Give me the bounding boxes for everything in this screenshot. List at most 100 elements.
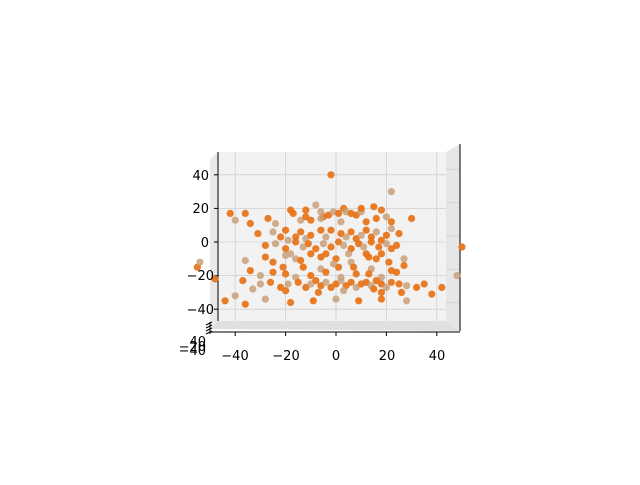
data-point: [239, 277, 247, 285]
data-point: [322, 278, 330, 286]
data-point: [337, 230, 345, 238]
scatter-points: [193, 171, 466, 308]
data-point: [362, 218, 370, 226]
data-point: [256, 280, 264, 288]
data-point: [387, 188, 395, 196]
data-point: [327, 171, 335, 179]
data-point: [334, 238, 343, 246]
data-point: [289, 209, 297, 217]
data-point: [246, 267, 254, 275]
floor-pane: [210, 321, 460, 331]
data-point: [277, 233, 285, 241]
y-tick-label: −20: [179, 340, 206, 355]
data-point: [403, 297, 411, 305]
data-point: [327, 243, 335, 251]
data-point: [337, 218, 345, 226]
data-point: [254, 230, 262, 238]
data-point: [322, 233, 330, 241]
data-point: [246, 219, 254, 228]
data-point: [458, 243, 466, 251]
data-point: [221, 297, 229, 305]
data-point: [284, 236, 292, 244]
data-point: [382, 240, 390, 248]
data-point: [345, 250, 353, 258]
data-point: [317, 226, 325, 234]
data-point: [408, 214, 416, 223]
data-point: [332, 295, 340, 303]
data-point: [377, 288, 385, 296]
data-point: [397, 288, 406, 296]
z-tick-label: 40: [192, 169, 209, 184]
x-tick-label: 40: [429, 349, 446, 364]
data-point: [395, 280, 403, 288]
data-point: [241, 256, 249, 265]
data-point: [357, 231, 365, 239]
data-point: [347, 228, 355, 236]
data-point: [196, 258, 204, 266]
grid-line-right: [445, 168, 461, 171]
data-point: [307, 231, 315, 239]
y-tick: [205, 327, 213, 332]
data-point: [377, 295, 385, 303]
data-point: [284, 280, 292, 288]
data-point: [365, 270, 373, 278]
data-point: [271, 219, 280, 228]
x-tick-label: −40: [221, 349, 248, 364]
data-point: [334, 209, 343, 217]
data-point: [264, 214, 272, 223]
data-point: [372, 214, 380, 223]
data-point: [392, 241, 401, 249]
data-point: [322, 268, 330, 276]
data-point: [357, 204, 365, 212]
data-point: [307, 216, 315, 224]
data-point: [282, 251, 290, 259]
x-tick-label: 0: [332, 349, 340, 364]
data-point: [297, 216, 305, 224]
data-point: [382, 213, 390, 221]
data-point: [382, 283, 390, 291]
data-point: [370, 203, 378, 211]
data-point: [302, 206, 310, 214]
data-point: [297, 228, 305, 236]
data-point: [269, 228, 277, 236]
data-point: [362, 278, 370, 286]
data-point: [387, 218, 395, 226]
data-point: [387, 225, 395, 233]
data-point: [261, 241, 269, 249]
ticks: [205, 174, 438, 336]
data-point: [317, 214, 325, 223]
data-point: [271, 240, 280, 248]
data-point: [294, 278, 302, 286]
data-point: [413, 283, 421, 291]
data-point: [340, 287, 348, 295]
y-tick: [205, 321, 213, 326]
data-point: [372, 255, 380, 263]
data-point: [377, 206, 385, 214]
data-point: [297, 256, 305, 265]
data-point: [307, 272, 315, 280]
left-pane: [210, 152, 218, 329]
data-point: [317, 253, 325, 261]
right-pane: [446, 144, 460, 331]
data-point: [269, 268, 277, 276]
data-point: [307, 250, 315, 258]
data-point: [438, 283, 446, 291]
data-point: [377, 273, 385, 281]
data-point: [292, 233, 300, 241]
data-point: [342, 233, 350, 241]
data-point: [282, 270, 290, 278]
y-tick-label: 40: [189, 335, 206, 350]
data-point: [355, 297, 363, 305]
data-point: [241, 209, 249, 217]
data-point: [395, 230, 403, 238]
data-point: [249, 285, 257, 293]
data-point: [370, 285, 378, 293]
data-point: [367, 233, 375, 241]
data-point: [266, 278, 275, 286]
x-tick-label: −20: [272, 349, 299, 364]
data-point: [403, 282, 411, 290]
data-point: [282, 226, 290, 234]
data-point: [309, 297, 317, 305]
data-point: [282, 287, 290, 295]
